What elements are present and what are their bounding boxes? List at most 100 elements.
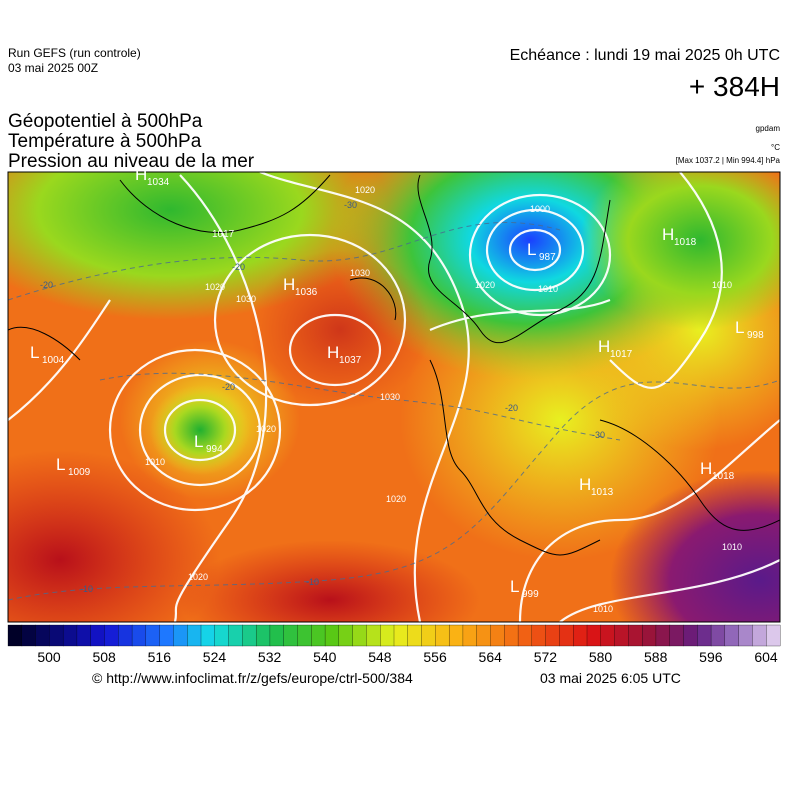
colorbar-cell <box>311 624 326 647</box>
center-type: H <box>135 165 147 184</box>
colorbar-cell <box>366 624 381 647</box>
center-value: 1009 <box>68 467 91 478</box>
colorbar-cell <box>118 624 133 647</box>
colorbar-cell <box>21 624 37 647</box>
colorbar-tick-label: 516 <box>148 649 172 665</box>
isobar-label: 1030 <box>380 392 400 402</box>
colorbar-cell <box>35 624 50 647</box>
colorbar-tick-label: 564 <box>479 649 503 665</box>
colorbar-cell <box>131 624 147 647</box>
temperature-label: -10 <box>80 584 93 594</box>
colorbar-cell <box>766 624 781 647</box>
center-type: L <box>527 240 536 259</box>
title-temperature: Température à 500hPa <box>8 131 202 152</box>
colorbar-cell <box>462 624 478 647</box>
center-value: 1034 <box>147 177 170 188</box>
map-field <box>8 172 780 622</box>
colorbar-cell <box>200 624 216 647</box>
colorbar-tick-label: 524 <box>203 649 227 665</box>
colorbar-cell <box>545 624 560 647</box>
colorbar-cell <box>724 624 740 647</box>
isobar-label: 1010 <box>593 604 613 614</box>
colorbar-cell <box>283 624 298 647</box>
colorbar-tick-label: 508 <box>92 649 116 665</box>
center-value: 1004 <box>42 355 65 366</box>
center-type: H <box>598 337 610 356</box>
temperature-label: -30 <box>592 430 605 440</box>
isobar-label: 1030 <box>236 294 256 304</box>
center-type: H <box>327 343 339 362</box>
valid-time: Echéance : lundi 19 mai 2025 0h UTC <box>510 47 780 64</box>
colorbar-cell <box>490 624 505 647</box>
colorbar-cell <box>448 624 464 647</box>
center-value: 1017 <box>212 229 235 240</box>
temperature-label: -10 <box>306 577 319 587</box>
center-value: 1018 <box>712 471 735 482</box>
colorbar-cell <box>90 624 105 647</box>
colorbar-tick-label: 556 <box>423 649 447 665</box>
colorbar-cell <box>531 624 547 647</box>
center-value: 1013 <box>591 487 614 498</box>
footer-time: 03 mai 2025 6:05 UTC <box>540 670 681 686</box>
colorbar-cell <box>145 624 161 647</box>
colorbar-cell <box>338 624 354 647</box>
title-pressure: Pression au niveau de la mer <box>8 151 255 172</box>
temperature-label: -20 <box>232 262 245 272</box>
lead-time: + 384H <box>689 71 780 102</box>
isobar-label: 1020 <box>355 185 375 195</box>
colorbar-tick-label: 596 <box>699 649 723 665</box>
center-type: L <box>30 343 39 362</box>
colorbar-cell <box>159 624 174 647</box>
temperature-label: -20 <box>222 382 235 392</box>
colorbar-cell <box>435 624 450 647</box>
temperature-label: -30 <box>344 200 357 210</box>
colorbar-cell <box>628 624 643 647</box>
colorbar-tick-label: 572 <box>534 649 558 665</box>
isobar-label: 1020 <box>188 572 208 582</box>
colorbar-cell <box>710 624 726 647</box>
colorbar-cell <box>641 624 657 647</box>
colorbar-cell <box>187 624 202 647</box>
colorbar-tick-label: 588 <box>644 649 668 665</box>
colorbar-cell <box>269 624 285 647</box>
colorbar-cell <box>586 624 602 647</box>
unit-hpa: [Max 1037.2 | Min 994.4] hPa <box>676 156 781 165</box>
isobar-label: 1010 <box>538 284 558 294</box>
colorbar-cell <box>297 624 312 647</box>
isobar-label: 1020 <box>205 282 225 292</box>
center-value: 998 <box>747 330 764 341</box>
center-value: 1037 <box>339 355 362 366</box>
colorbar-tick-label: 580 <box>589 649 613 665</box>
colorbar-cell <box>49 624 64 647</box>
isobar-label: 1010 <box>712 280 732 290</box>
title-geopotential: Géopotentiel à 500hPa <box>8 111 203 132</box>
colorbar-tick-label: 500 <box>37 649 61 665</box>
isobar-label: 1020 <box>386 494 406 504</box>
center-type: H <box>579 475 591 494</box>
colorbar-cell <box>697 624 712 647</box>
colorbar-cell <box>573 624 588 647</box>
colorbar-cell <box>7 624 23 647</box>
colorbar-cell <box>76 624 92 647</box>
colorbar-cell <box>228 624 243 647</box>
colorbar-tick-label: 532 <box>258 649 282 665</box>
center-type: L <box>194 432 203 451</box>
colorbar-cell <box>504 624 519 647</box>
colorbar-cell <box>559 624 574 647</box>
colorbar-tick-label: 548 <box>368 649 392 665</box>
colorbar-cell <box>173 624 188 647</box>
isobar-label: 1020 <box>475 280 495 290</box>
colorbar-cell <box>352 624 367 647</box>
temperature-label: -20 <box>505 403 518 413</box>
colorbar-cell <box>655 624 671 647</box>
temperature-label: -20 <box>40 280 53 290</box>
center-value: 999 <box>522 589 539 600</box>
colorbar-cell <box>752 624 767 647</box>
colorbar-cell <box>104 624 119 647</box>
colorbar-cell <box>255 624 271 647</box>
center-value: 1036 <box>295 287 318 298</box>
run-label: Run GEFS (run controle) <box>8 46 141 60</box>
isobar-label: 1020 <box>256 424 276 434</box>
